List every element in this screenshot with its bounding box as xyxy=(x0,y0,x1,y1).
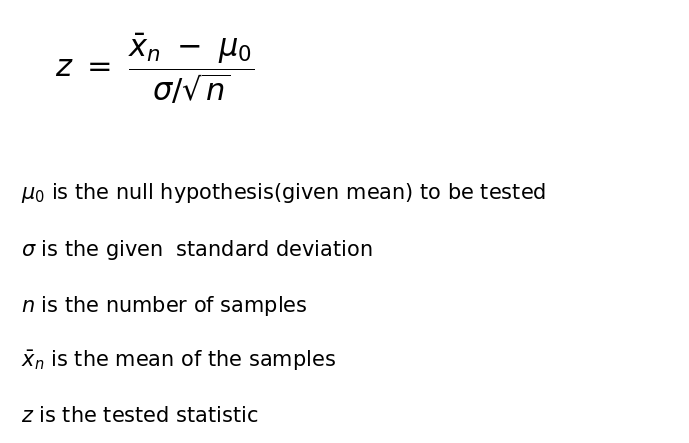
Text: $\bar{x}_n$ is the mean of the samples: $\bar{x}_n$ is the mean of the samples xyxy=(21,349,336,373)
Text: $z$ is the tested statistic: $z$ is the tested statistic xyxy=(21,406,258,427)
Text: $n$ is the number of samples: $n$ is the number of samples xyxy=(21,294,307,318)
Text: $z\ =\ \dfrac{\bar{x}_n\ -\ \mu_0}{\sigma/\sqrt{n}}$: $z\ =\ \dfrac{\bar{x}_n\ -\ \mu_0}{\sigm… xyxy=(55,31,254,105)
Text: $\mu_0$ is the null hypothesis(given mean) to be tested: $\mu_0$ is the null hypothesis(given mea… xyxy=(21,181,546,205)
Text: $\sigma$ is the given  standard deviation: $\sigma$ is the given standard deviation xyxy=(21,238,372,262)
